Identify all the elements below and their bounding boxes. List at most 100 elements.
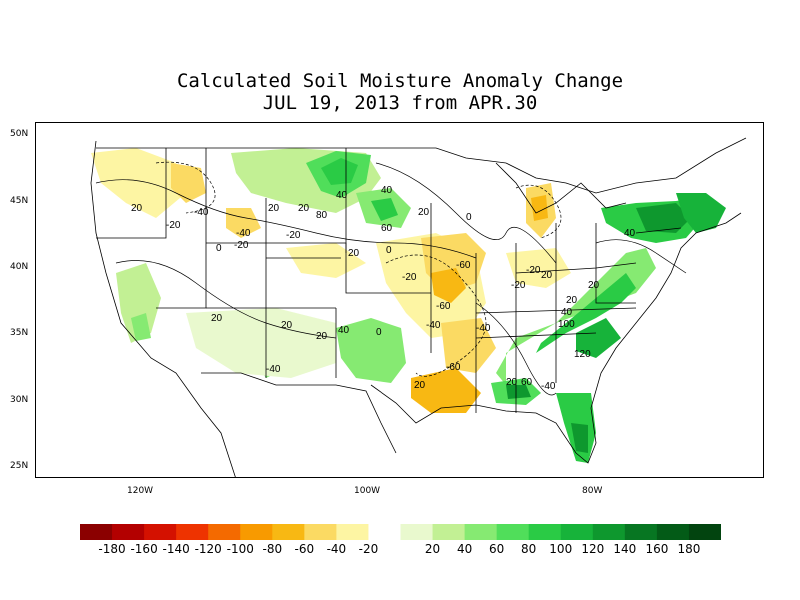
legend-swatch (528, 524, 562, 540)
contour-line (155, 161, 216, 214)
coastline-west (90, 140, 236, 477)
yellow-region-arkansas (441, 318, 496, 373)
orange-region-louisiana (411, 368, 481, 413)
green-region-texas (336, 318, 406, 383)
legend-label: -60 (294, 542, 315, 556)
contour-label: 20 (541, 270, 553, 281)
legend-swatch (112, 524, 145, 540)
contour-label: -40 (476, 323, 491, 334)
contour-label: 20 (418, 207, 430, 218)
contour-line (515, 184, 562, 239)
contour-line (375, 162, 557, 264)
legend-label: -120 (194, 542, 222, 556)
contour-label: 40 (624, 228, 636, 239)
legend-label: 40 (456, 542, 473, 556)
contour-label: 40 (561, 307, 573, 318)
contour-label: 20 (348, 248, 360, 259)
legend-label: 140 (613, 542, 637, 556)
contour-label: 60 (381, 223, 393, 234)
contour-label: -20 (511, 280, 526, 291)
yellow-region-montana-core (171, 163, 206, 203)
legend-swatch (208, 524, 241, 540)
contour-label: 80 (316, 210, 328, 221)
contour-label: 40 (381, 185, 393, 196)
legend-swatch (560, 524, 594, 540)
legend-swatch (240, 524, 273, 540)
yellow-region-ohio (506, 248, 571, 288)
legend-swatch (688, 524, 721, 540)
lat-label-35n: 35N (10, 328, 29, 338)
lon-label-80w: 80W (582, 486, 603, 496)
legend-swatch (464, 524, 498, 540)
contour-line (115, 260, 337, 339)
contour-label: -20 (402, 272, 417, 283)
contour-label: -40 (541, 381, 556, 392)
legend-label: 160 (645, 542, 669, 556)
legend-swatch (656, 524, 690, 540)
state-line-13 (475, 332, 597, 339)
color-legend-bar (80, 524, 721, 540)
contour-line (475, 302, 557, 396)
green-region-california (116, 263, 161, 343)
lon-label-120w: 120W (127, 486, 154, 496)
contour-value-labels: 20 -20 -40 0 -20 -40 20 20 -20 80 40 40 … (131, 185, 636, 392)
lat-label-30n: 30N (10, 395, 29, 405)
map-title: Calculated Soil Moisture Anomaly Change (176, 70, 624, 92)
contour-label: -20 (286, 230, 301, 241)
state-line-1 (96, 148, 167, 239)
orange-region-missouri (431, 268, 466, 303)
map-panel: 20 -20 -40 0 -20 -40 20 20 -20 80 40 40 … (35, 122, 764, 478)
green-region-new-england (676, 193, 726, 233)
legend-swatch (432, 524, 466, 540)
contour-label: -20 (166, 220, 181, 231)
contour-label: 20 (281, 320, 293, 331)
contour-label: -40 (266, 364, 281, 375)
legend-swatch (272, 524, 305, 540)
contour-label: 20 (566, 295, 578, 306)
legend-label: -160 (130, 542, 158, 556)
contour-label: -20 (526, 265, 541, 276)
green-region-carolinas (576, 318, 621, 358)
contour-label: 20 (298, 203, 310, 214)
legend-label: -100 (226, 542, 254, 556)
contour-label: 0 (376, 327, 382, 338)
contour-label: 0 (386, 245, 392, 256)
contour-label: 20 (211, 313, 223, 324)
legend-label: 100 (549, 542, 573, 556)
contour-label: -40 (426, 320, 441, 331)
contour-label: 20 (506, 377, 518, 388)
map-subtitle: JUL 19, 2013 from APR.30 (262, 92, 538, 114)
yellow-region-montana (91, 148, 186, 218)
contour-label: -60 (446, 362, 461, 373)
lat-label-25n: 25N (10, 461, 29, 471)
lat-label-45n: 45N (10, 196, 29, 206)
contour-label: 40 (336, 190, 348, 201)
legend-swatch (304, 524, 337, 540)
contour-label: 20 (588, 280, 600, 291)
contour-label: 100 (558, 319, 575, 330)
legend-swatch (496, 524, 530, 540)
contour-label: -40 (194, 207, 209, 218)
contour-label: 20 (316, 331, 328, 342)
green-region-minnesota-core (371, 198, 398, 221)
anomaly-fields (91, 148, 726, 463)
soil-moisture-map: 20 -20 -40 0 -20 -40 20 20 -20 80 40 40 … (90, 137, 747, 477)
legend-swatch (592, 524, 626, 540)
coastline-gulf (370, 384, 597, 464)
legend-swatch (336, 524, 369, 540)
contour-lines (95, 161, 687, 396)
green-region-southwest-plains (186, 308, 336, 378)
legend-label: -80 (262, 542, 283, 556)
legend-label: -140 (162, 542, 190, 556)
orange-region-michigan-core (531, 195, 548, 221)
coastline-east (590, 212, 742, 409)
lat-label-40n: 40N (10, 262, 29, 272)
legend-swatch (80, 524, 113, 540)
green-region-florida-core (571, 423, 588, 453)
contour-label: 20 (131, 203, 143, 214)
contour-label: -20 (234, 240, 249, 251)
contour-label: 0 (466, 212, 472, 223)
contour-label: -60 (456, 260, 471, 271)
green-region-southeast-core (536, 273, 636, 353)
contour-label: 40 (338, 325, 350, 336)
